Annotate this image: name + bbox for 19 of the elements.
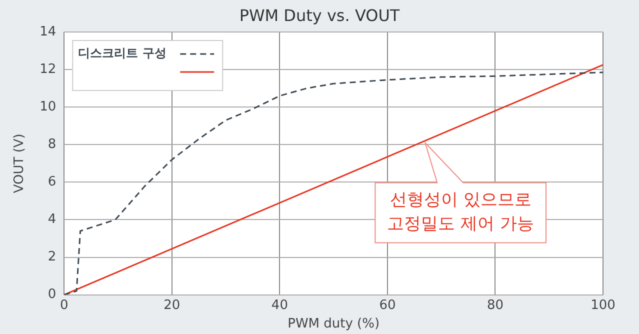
y-tick-label: 14 — [40, 24, 56, 40]
y-tick-label: 4 — [48, 212, 56, 228]
legend-label: 디스크리트 구성 — [78, 46, 166, 60]
y-tick-label: 12 — [40, 62, 56, 77]
annotation: 선형성이 있으므로 고정밀도 제어 가능 — [387, 190, 534, 234]
y-tick-label: 8 — [48, 137, 56, 152]
x-axis-title: PWM duty (%) — [288, 316, 380, 332]
x-tick-label: 60 — [379, 298, 396, 313]
y-tick-label: 0 — [48, 287, 56, 302]
x-tick-label: 100 — [590, 298, 616, 313]
x-tick-label: 40 — [271, 298, 288, 313]
x-tick-label: 80 — [486, 298, 504, 313]
y-tick-label: 6 — [48, 174, 56, 190]
y-tick-label: 2 — [48, 250, 56, 265]
y-tick-label: 10 — [40, 99, 56, 114]
x-tick-label: 0 — [60, 298, 68, 313]
chart-title: PWM Duty vs. VOUT — [238, 6, 401, 25]
x-tick-label: 20 — [164, 298, 180, 313]
y-axis-title: VOUT (V) — [12, 134, 28, 194]
